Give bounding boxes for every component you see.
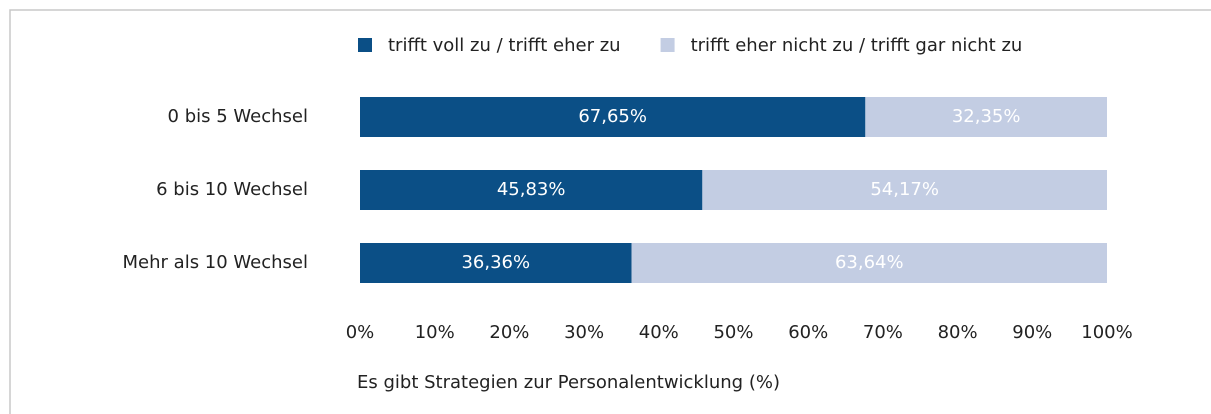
- x-tick-label: 50%: [713, 322, 753, 343]
- data-label: 32,35%: [952, 106, 1021, 127]
- x-tick-label: 80%: [938, 322, 978, 343]
- bar-segment: [865, 97, 1107, 137]
- category-label: 6 bis 10 Wechsel: [156, 179, 308, 200]
- x-tick-label: 0%: [346, 322, 375, 343]
- x-tick-label: 90%: [1012, 322, 1052, 343]
- x-tick-label: 70%: [863, 322, 903, 343]
- x-tick-label: 30%: [564, 322, 604, 343]
- bar-segment: [360, 170, 703, 210]
- x-axis-label: Es gibt Strategien zur Personalentwicklu…: [357, 372, 780, 393]
- frame: [9, 9, 1211, 414]
- x-tick-label: 10%: [415, 322, 455, 343]
- bar-segment: [631, 243, 1107, 283]
- x-tick-label: 40%: [639, 322, 679, 343]
- legend-swatch: [660, 38, 675, 52]
- data-label: 67,65%: [578, 106, 647, 127]
- category-label: Mehr als 10 Wechsel: [123, 252, 308, 273]
- bar-segment: [360, 243, 632, 283]
- x-tick-label: 100%: [1081, 322, 1132, 343]
- legend-swatch: [358, 38, 372, 52]
- bar-segment: [360, 97, 866, 137]
- category-label: 0 bis 5 Wechsel: [168, 106, 308, 127]
- x-tick-label: 20%: [489, 322, 529, 343]
- data-label: 54,17%: [870, 179, 939, 200]
- legend-label: trifft voll zu / trifft eher zu: [388, 35, 621, 56]
- data-label: 36,36%: [461, 252, 530, 273]
- legend-label: trifft eher nicht zu / trifft gar nicht …: [691, 35, 1023, 56]
- bar-segment: [702, 170, 1107, 210]
- data-label: 45,83%: [497, 179, 566, 200]
- data-label: 63,64%: [835, 252, 904, 273]
- x-tick-label: 60%: [788, 322, 828, 343]
